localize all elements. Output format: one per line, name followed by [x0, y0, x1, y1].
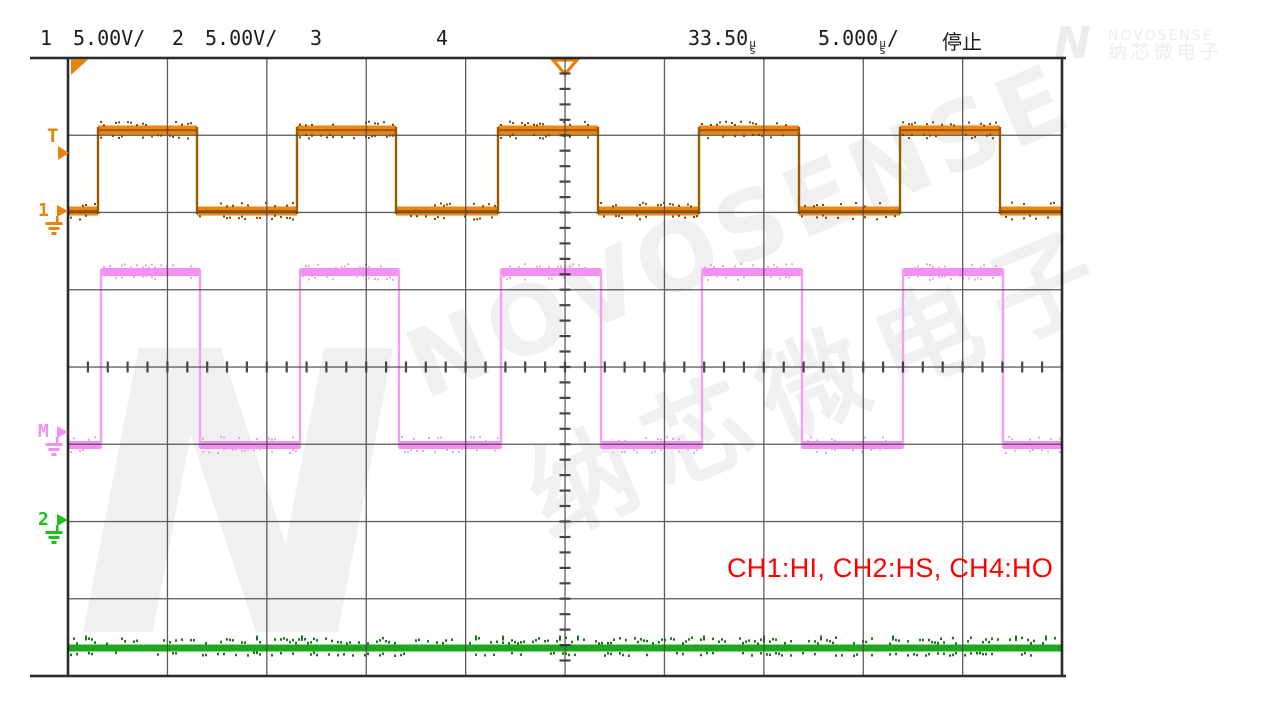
- ch2-number[interactable]: 2: [172, 26, 185, 50]
- svg-text:1: 1: [38, 200, 49, 221]
- svg-text:M: M: [38, 421, 49, 442]
- svg-text:纳芯微电子: 纳芯微电子: [1108, 41, 1223, 63]
- delay-value: 33.50: [688, 26, 749, 50]
- level-markers: T 1 M 2: [38, 125, 69, 544]
- ch3-number[interactable]: 3: [310, 26, 323, 50]
- status-bar: 1 5.00V/ 2 5.00V/ 3 4 33.50 µ s 5.000 µ s / 停…: [0, 0, 1280, 56]
- svg-text:N: N: [75, 270, 401, 720]
- timebase-value: 5.000: [818, 26, 879, 50]
- graticule: [30, 56, 1066, 678]
- ground-marker-2[interactable]: 2: [38, 509, 68, 544]
- svg-text:NOVOSENSE: NOVOSENSE: [1108, 28, 1214, 44]
- svg-text:2: 2: [38, 509, 49, 530]
- delay-readout[interactable]: 33.50 µ s: [688, 26, 757, 57]
- channel-annotation: CH1:HI, CH2:HS, CH4:HO: [727, 553, 1054, 583]
- svg-text:N: N: [1054, 18, 1091, 69]
- svg-text:T: T: [47, 125, 58, 147]
- trigger-level-marker[interactable]: T: [47, 125, 69, 160]
- ground-marker-1[interactable]: 1: [38, 200, 68, 235]
- ch4-number[interactable]: 4: [436, 26, 449, 50]
- ch2-scale[interactable]: 5.00V/: [205, 26, 278, 50]
- ground-marker-M[interactable]: M: [38, 421, 68, 456]
- ch1-number[interactable]: 1: [40, 26, 53, 50]
- timebase-readout[interactable]: 5.000 µ s /: [818, 26, 899, 57]
- run-state-badge[interactable]: 停止: [942, 30, 982, 54]
- ch1-scale[interactable]: 5.00V/: [73, 26, 146, 50]
- timebase-suffix: /: [886, 26, 899, 50]
